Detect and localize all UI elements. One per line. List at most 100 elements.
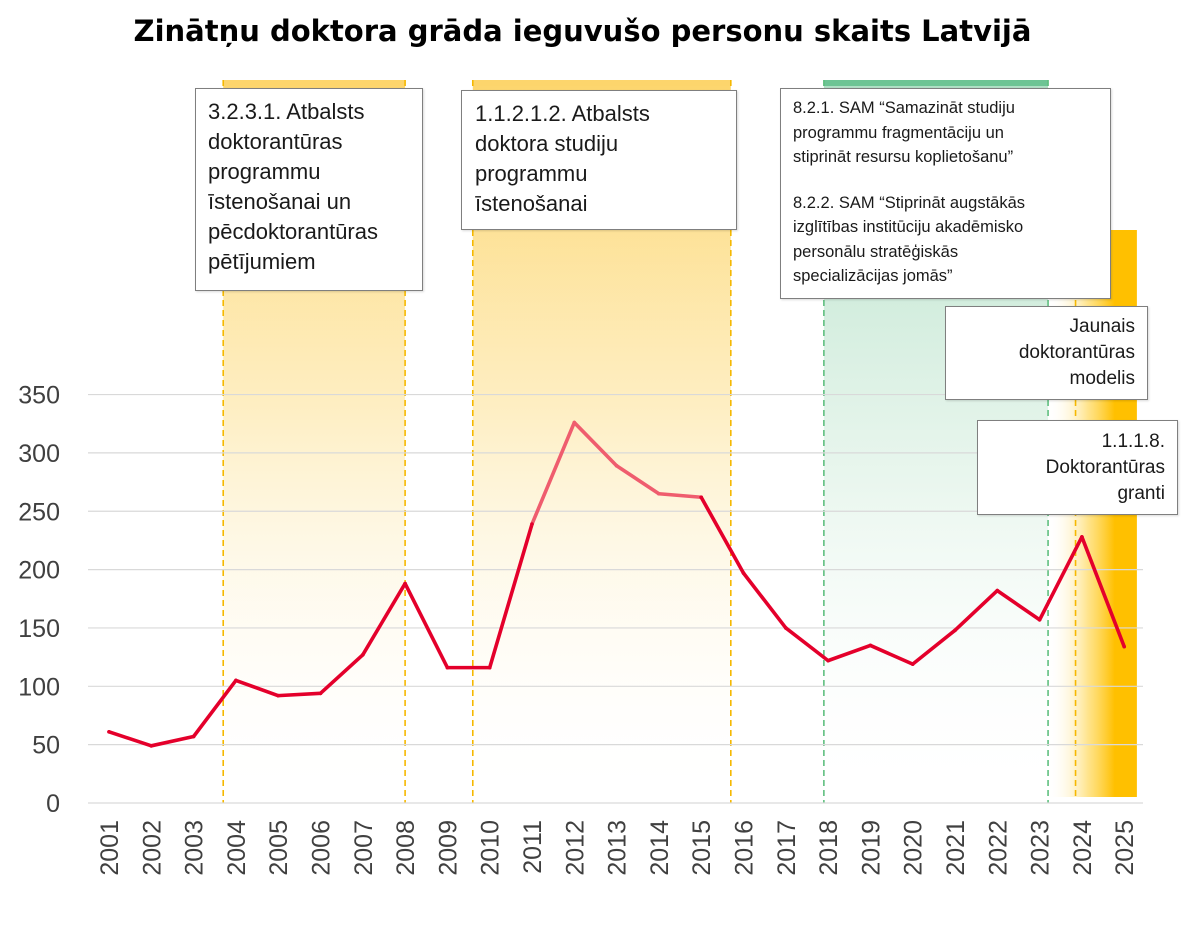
x-tick-label: 2019 xyxy=(857,820,885,876)
annotation-line: doktorantūras xyxy=(208,129,343,154)
x-axis-ticks: 2001 2002 2003 2004 2005 2006 2007 2008 2009 2010… xyxy=(96,820,1139,876)
x-tick-label: 2001 xyxy=(96,820,124,876)
annotation-line: Jaunais xyxy=(1069,316,1136,337)
series-segment xyxy=(614,463,661,496)
period-band-top-p3 xyxy=(823,80,1049,86)
annotation-line: 1.1.2.1.2. Atbalsts xyxy=(475,101,650,126)
x-tick-label: 2009 xyxy=(434,820,462,876)
series-segment xyxy=(783,626,830,663)
data-point-2006 xyxy=(318,691,323,696)
series-segment xyxy=(276,691,323,698)
annotation-line: personālu stratēģiskās xyxy=(793,242,959,261)
series-segment xyxy=(699,495,746,575)
x-tick-label: 2007 xyxy=(350,820,378,876)
data-point-2014 xyxy=(657,491,661,496)
annotation-line: 3.2.3.1. Atbalsts xyxy=(208,99,365,124)
annotation-line: programmu xyxy=(475,161,588,186)
series-segment xyxy=(191,678,238,739)
x-tick-label: 2008 xyxy=(392,820,420,876)
annotation-line: īstenošanai xyxy=(475,191,588,216)
x-tick-label: 2010 xyxy=(477,820,505,876)
annotation-line: 8.2.2. SAM “Stiprināt augstākās xyxy=(793,193,1026,212)
y-axis-ticks: 0 50 100 150 200 250 300 350 xyxy=(18,382,60,818)
series-segment xyxy=(530,420,577,526)
series-segment xyxy=(107,730,154,748)
annotation-line: granti xyxy=(1117,483,1165,504)
annotation-spacer xyxy=(793,170,1102,191)
annotation-line: specializācijas jomās” xyxy=(793,267,953,285)
series-segment xyxy=(487,522,534,670)
data-point-2025 xyxy=(1122,644,1126,649)
data-point-2023 xyxy=(1037,617,1042,622)
x-tick-label: 2016 xyxy=(731,820,759,876)
x-tick-label: 2023 xyxy=(1027,820,1055,876)
annotation-3-2-3-1: 3.2.3.1. Atbalsts doktorantūras programm… xyxy=(195,88,423,291)
annotation-line: modelis xyxy=(1069,368,1135,389)
data-point-2013 xyxy=(614,463,619,468)
series-segment xyxy=(234,678,281,698)
data-point-2012 xyxy=(572,420,577,425)
data-point-2016 xyxy=(741,571,746,575)
x-tick-label: 2014 xyxy=(646,820,674,876)
x-tick-label: 2025 xyxy=(1111,820,1139,876)
data-point-2008 xyxy=(403,581,407,586)
y-tick-label: 300 xyxy=(18,440,60,468)
y-tick-label: 250 xyxy=(18,498,60,526)
annotation-line: programmu fragmentāciju un xyxy=(793,123,1004,142)
series-segment xyxy=(741,571,788,630)
x-tick-label: 2021 xyxy=(942,820,970,876)
gridlines xyxy=(88,393,1143,804)
x-tick-label: 2020 xyxy=(900,820,928,876)
y-tick-label: 350 xyxy=(18,382,60,410)
data-point-2001 xyxy=(107,730,111,734)
x-tick-label: 2024 xyxy=(1069,820,1097,876)
series-segment xyxy=(360,581,407,657)
data-point-2021 xyxy=(953,628,957,633)
data-point-2015 xyxy=(699,495,703,500)
x-tick-label: 2012 xyxy=(561,820,589,876)
y-tick-label: 150 xyxy=(18,615,60,643)
y-tick-label: 0 xyxy=(46,790,60,818)
annotation-line: pēcdoktorantūras xyxy=(208,219,378,244)
x-tick-label: 2011 xyxy=(519,820,547,874)
data-point-2005 xyxy=(276,693,281,698)
series-segment xyxy=(572,420,619,468)
y-tick-label: 50 xyxy=(32,732,60,760)
chart-title: Zinātņu doktora grāda ieguvušo personu s… xyxy=(133,14,1032,48)
annotation-line: 1.1.1.8. xyxy=(1101,431,1165,452)
annotation-1-1-1-8: 1.1.1.8. Doktorantūras granti xyxy=(977,420,1178,515)
series-segment xyxy=(910,628,957,666)
series-segment xyxy=(318,652,365,696)
x-tick-label: 2003 xyxy=(181,820,209,876)
data-point-2004 xyxy=(234,678,238,683)
annotation-line: doktorantūras xyxy=(1018,342,1135,363)
period-band-top-p2 xyxy=(472,80,731,86)
data-point-2010 xyxy=(487,665,492,670)
annotation-line: Doktorantūras xyxy=(1045,457,1165,478)
x-tick-label: 2002 xyxy=(138,820,166,876)
x-tick-label: 2022 xyxy=(984,820,1012,876)
data-point-2011 xyxy=(530,522,534,526)
series-segment xyxy=(1037,535,1084,622)
series-segment xyxy=(995,588,1042,622)
annotation-line: doktora studiju xyxy=(475,131,619,156)
x-tick-label: 2015 xyxy=(688,820,716,876)
annotation-line: īstenošanai un xyxy=(208,189,352,214)
period-band-top-p1 xyxy=(223,80,406,86)
series-segment xyxy=(657,491,704,500)
x-tick-label: 2017 xyxy=(773,820,801,876)
annotation-line: stiprināt resursu koplietošanu” xyxy=(793,148,1014,166)
data-point-2003 xyxy=(191,734,196,739)
y-tick-label: 100 xyxy=(18,673,60,701)
annotation-line: programmu xyxy=(208,159,321,184)
series-segment xyxy=(868,643,915,666)
data-point-2022 xyxy=(995,588,1000,593)
data-point-2007 xyxy=(361,652,365,657)
x-tick-label: 2005 xyxy=(265,820,293,876)
annotation-8-2-sam: 8.2.1. SAM “Samazināt studiju programmu … xyxy=(780,88,1111,299)
y-tick-label: 200 xyxy=(18,557,60,585)
x-tick-label: 2006 xyxy=(308,820,336,876)
annotation-line: 8.2.1. SAM “Samazināt studiju xyxy=(793,99,1015,117)
x-tick-label: 2018 xyxy=(815,820,843,876)
x-tick-label: 2013 xyxy=(604,820,632,876)
